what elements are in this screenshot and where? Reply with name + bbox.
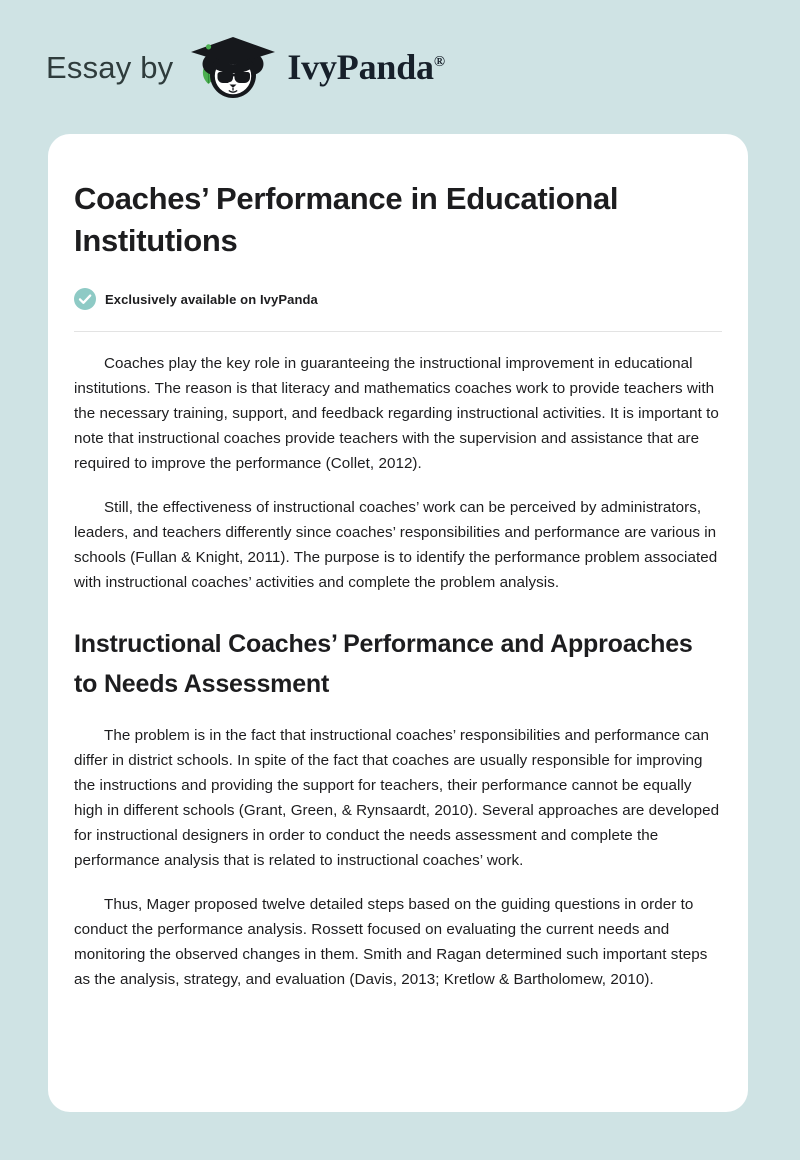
brand-lockup[interactable]: Essay by <box>46 31 445 103</box>
status-badge: Exclusively available on IvyPanda <box>74 288 722 310</box>
site-header: Essay by <box>0 0 800 134</box>
registered-mark: ® <box>433 54 445 70</box>
title-divider <box>74 331 722 332</box>
status-badge-label: Exclusively available on IvyPanda <box>105 291 318 307</box>
essay-by-label: Essay by <box>46 49 174 85</box>
essay-card: Coaches’ Performance in Educational Inst… <box>48 134 748 1112</box>
paragraph: Coaches play the key role in guaranteein… <box>74 355 719 472</box>
paragraph: The problem is in the fact that instruct… <box>74 727 720 869</box>
check-circle-icon <box>74 288 96 310</box>
panda-graduate-icon <box>187 31 279 103</box>
page-title: Coaches’ Performance in Educational Inst… <box>74 181 619 258</box>
paragraph: Still, the effectiveness of instructiona… <box>74 499 718 591</box>
paragraph: Thus, Mager proposed twelve detailed ste… <box>74 896 708 988</box>
brand-name-text: IvyPanda <box>287 47 434 87</box>
section-heading: Instructional Coaches’ Performance and A… <box>74 630 693 698</box>
ivypanda-wordmark: IvyPanda® <box>287 47 445 87</box>
ivypanda-logo[interactable]: IvyPanda® <box>187 31 445 103</box>
